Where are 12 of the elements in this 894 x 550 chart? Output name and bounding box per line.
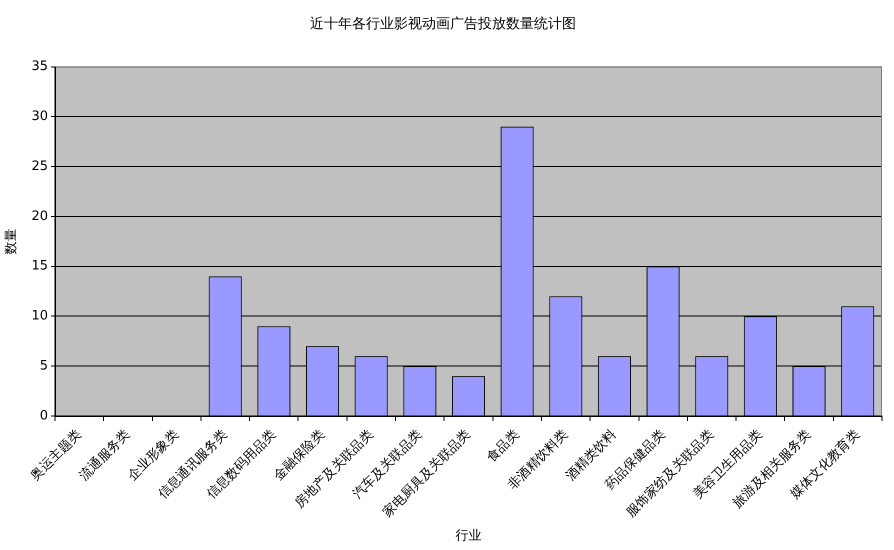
y-tick-label: 20 [31, 208, 48, 224]
x-tick-label: 食品类 [484, 427, 522, 466]
y-tick-label: 35 [31, 59, 48, 74]
y-tick-label: 5 [40, 358, 48, 374]
y-axis-title: 数量 [4, 228, 20, 254]
y-tick-label: 15 [31, 258, 48, 274]
y-tick-label: 25 [31, 158, 48, 174]
chart-title: 近十年各行业影视动画广告投放数量统计图 [310, 16, 576, 32]
y-tick-label: 10 [31, 308, 48, 324]
x-axis-title: 行业 [456, 528, 482, 544]
y-tick-label: 0 [40, 408, 48, 424]
y-tick-label: 30 [31, 109, 48, 124]
